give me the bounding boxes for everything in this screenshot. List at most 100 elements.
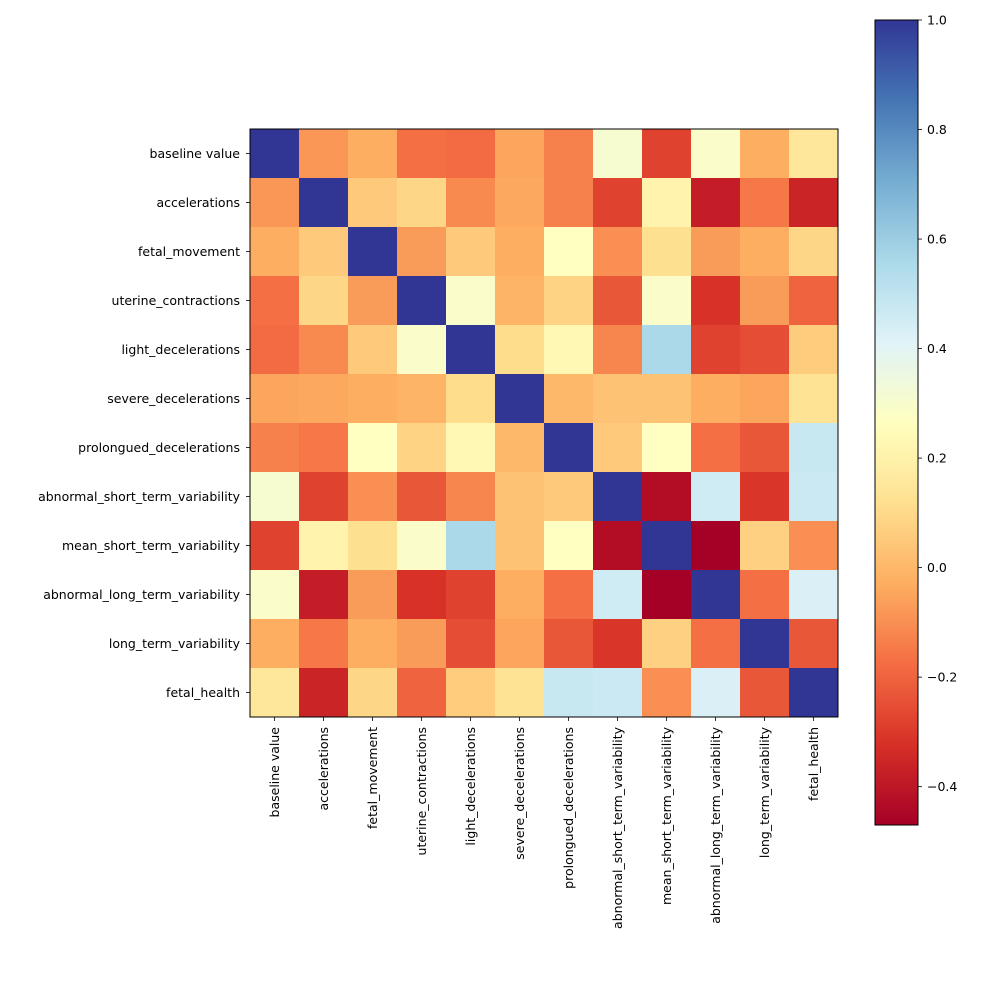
heatmap-cell <box>299 129 349 179</box>
colorbar-tick-label: 0.0 <box>927 560 947 575</box>
heatmap-cell <box>299 276 349 326</box>
heatmap-cell <box>593 472 643 522</box>
heatmap-cell <box>740 668 790 718</box>
heatmap-cell <box>544 619 594 669</box>
heatmap-cell <box>691 227 741 277</box>
heatmap-cell <box>691 668 741 718</box>
y-tick-label: accelerations <box>156 195 240 210</box>
heatmap-cell <box>446 178 496 228</box>
heatmap-cell <box>250 178 300 228</box>
heatmap-cell <box>642 472 692 522</box>
heatmap-cell <box>446 619 496 669</box>
heatmap-cell <box>593 423 643 473</box>
heatmap-cell <box>495 325 545 375</box>
heatmap-cell <box>299 521 349 571</box>
heatmap-cell <box>348 619 398 669</box>
heatmap-cell <box>495 570 545 620</box>
heatmap-cell <box>740 227 790 277</box>
x-tick-label: light_decelerations <box>463 727 478 846</box>
colorbar-ticks: −0.4 −0.2 0.0 0.2 0.4 0.6 0.8 1.0 <box>918 13 957 794</box>
heatmap-cell <box>348 178 398 228</box>
x-tick-label: severe_decelerations <box>512 727 527 860</box>
heatmap-cell <box>397 227 447 277</box>
heatmap-cell <box>691 423 741 473</box>
heatmap-cell <box>397 129 447 179</box>
heatmap-cell <box>348 325 398 375</box>
x-tick-label: long_term_variability <box>757 726 772 858</box>
heatmap-cell <box>642 227 692 277</box>
heatmap-cell <box>789 178 839 228</box>
y-tick-label: uterine_contractions <box>112 293 240 308</box>
heatmap-cell <box>740 472 790 522</box>
heatmap-cell <box>789 619 839 669</box>
heatmap-cell <box>250 374 300 424</box>
heatmap-cell <box>740 423 790 473</box>
heatmap-cell <box>789 521 839 571</box>
heatmap-cell <box>642 325 692 375</box>
heatmap-cell <box>740 619 790 669</box>
heatmap-cell <box>544 227 594 277</box>
heatmap-cell <box>642 521 692 571</box>
heatmap-cell <box>495 178 545 228</box>
colorbar: −0.4 −0.2 0.0 0.2 0.4 0.6 0.8 1.0 <box>874 13 957 826</box>
heatmap-cell <box>789 570 839 620</box>
heatmap-cell <box>250 423 300 473</box>
heatmap-cell <box>446 472 496 522</box>
heatmap-cell <box>299 227 349 277</box>
y-tick-label: fetal_health <box>166 685 240 700</box>
heatmap-cell <box>593 374 643 424</box>
heatmap-cell <box>348 570 398 620</box>
heatmap-cell <box>495 423 545 473</box>
heatmap-cell <box>593 276 643 326</box>
heatmap-cell <box>544 325 594 375</box>
x-tick-label: fetal_health <box>806 727 821 801</box>
heatmap-cell <box>495 472 545 522</box>
y-tick-label: long_term_variability <box>109 636 241 651</box>
heatmap-cell <box>495 619 545 669</box>
heatmap-cell <box>544 374 594 424</box>
heatmap-cell <box>397 423 447 473</box>
heatmap-cell <box>250 521 300 571</box>
heatmap-cell <box>642 374 692 424</box>
colorbar-tick-label: 1.0 <box>927 13 947 28</box>
heatmap-cell <box>397 178 447 228</box>
heatmap-cell <box>397 325 447 375</box>
heatmap-cell <box>348 227 398 277</box>
heatmap-cell <box>544 668 594 718</box>
colorbar-frame <box>874 19 919 826</box>
heatmap-cell <box>789 129 839 179</box>
heatmap-cell <box>299 374 349 424</box>
x-tick-label: abnormal_long_term_variability <box>708 726 723 923</box>
colorbar-tick-label: −0.2 <box>927 670 957 685</box>
heatmap-cell <box>348 521 398 571</box>
heatmap-cell <box>740 129 790 179</box>
heatmap-cell <box>446 374 496 424</box>
heatmap-cell <box>593 325 643 375</box>
heatmap-cell <box>397 570 447 620</box>
heatmap-cell <box>740 570 790 620</box>
heatmap-cell <box>299 619 349 669</box>
heatmap-cell <box>348 374 398 424</box>
heatmap-cell <box>250 325 300 375</box>
x-axis: baseline value accelerations fetal_movemen… <box>267 717 821 929</box>
heatmap-cell <box>593 227 643 277</box>
y-tick-label: severe_decelerations <box>107 391 240 406</box>
heatmap-cell <box>348 129 398 179</box>
colorbar-tick-label: 0.4 <box>927 341 947 356</box>
heatmap-cell <box>446 570 496 620</box>
heatmap-cell <box>642 619 692 669</box>
x-tick-label: mean_short_term_variability <box>659 726 674 905</box>
x-tick-label: accelerations <box>316 727 331 811</box>
heatmap-cell <box>691 129 741 179</box>
colorbar-tick-label: −0.4 <box>927 779 957 794</box>
heatmap-cell <box>691 178 741 228</box>
heatmap-cell <box>397 521 447 571</box>
y-axis: baseline value accelerations fetal_movemen… <box>38 146 250 700</box>
heatmap-cell <box>299 570 349 620</box>
heatmap-cell <box>495 129 545 179</box>
heatmap-cell <box>642 276 692 326</box>
heatmap-cell <box>446 521 496 571</box>
heatmap-cell <box>495 374 545 424</box>
